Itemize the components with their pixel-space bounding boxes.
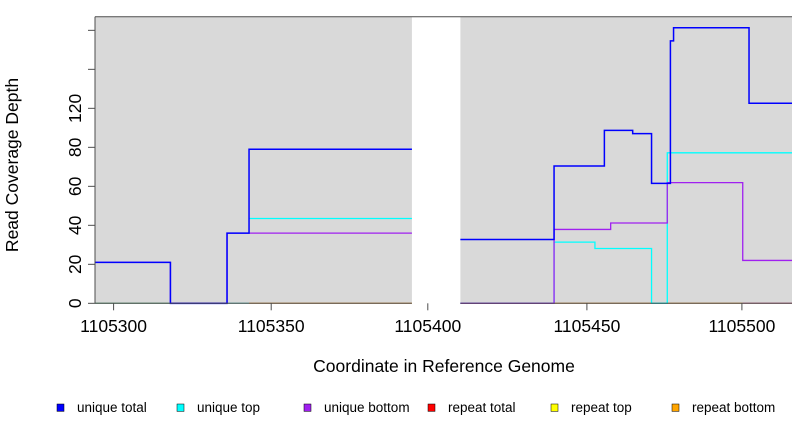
svg-text:80: 80 bbox=[65, 137, 85, 157]
svg-text:1105400: 1105400 bbox=[394, 316, 461, 336]
svg-text:20: 20 bbox=[65, 254, 85, 274]
svg-text:repeat bottom: repeat bottom bbox=[692, 400, 775, 415]
svg-text:0: 0 bbox=[65, 298, 85, 308]
svg-text:1105450: 1105450 bbox=[553, 316, 620, 336]
svg-text:repeat total: repeat total bbox=[448, 400, 516, 415]
svg-text:Read Coverage Depth: Read Coverage Depth bbox=[2, 78, 22, 252]
svg-text:unique total: unique total bbox=[77, 400, 147, 415]
svg-text:repeat top: repeat top bbox=[571, 400, 632, 415]
svg-text:unique bottom: unique bottom bbox=[324, 400, 410, 415]
svg-text:unique top: unique top bbox=[197, 400, 260, 415]
svg-text:40: 40 bbox=[65, 215, 85, 235]
svg-text:Coordinate in Reference Genome: Coordinate in Reference Genome bbox=[313, 356, 575, 376]
svg-text:1105300: 1105300 bbox=[80, 316, 147, 336]
svg-text:120: 120 bbox=[65, 93, 85, 122]
svg-text:60: 60 bbox=[65, 176, 85, 196]
svg-text:1105500: 1105500 bbox=[708, 316, 775, 336]
svg-text:1105350: 1105350 bbox=[238, 316, 305, 336]
